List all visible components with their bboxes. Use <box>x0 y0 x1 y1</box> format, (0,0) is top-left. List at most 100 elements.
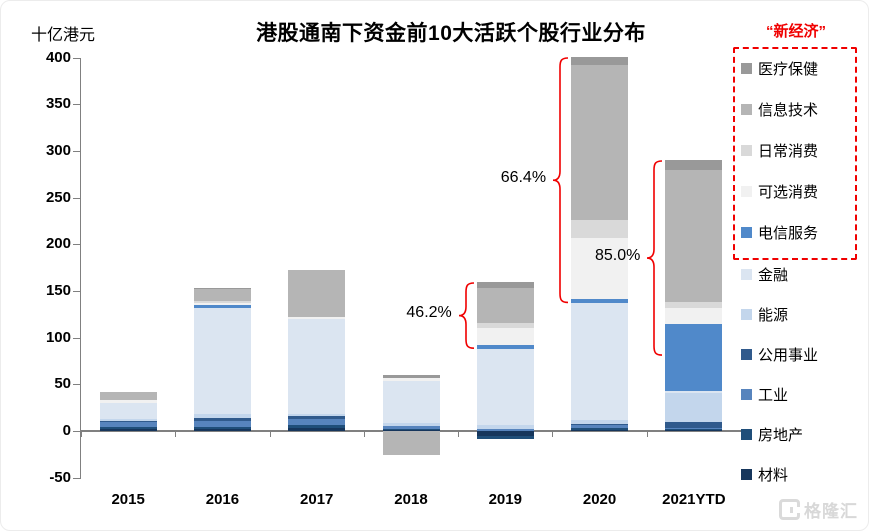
bar-segment-金融 <box>99 402 157 419</box>
bar-segment-材料 <box>476 431 534 436</box>
bar-segment-房地产 <box>476 435 534 440</box>
bar-segment-信息技术 <box>288 269 346 318</box>
x-tick-mark <box>175 432 177 437</box>
y-axis-line <box>80 57 81 478</box>
x-tick-label: 2017 <box>300 491 334 508</box>
y-tick-label: 350 <box>45 95 71 113</box>
legend-item-电信服务: 电信服务 <box>741 224 818 242</box>
bar-segment-材料 <box>382 430 440 431</box>
bar-segment-材料 <box>99 429 157 431</box>
bar-segment-能源 <box>288 414 346 417</box>
bar-segment-工业 <box>476 429 534 431</box>
legend-item-公用事业: 公用事业 <box>741 346 819 364</box>
x-tick-label: 2016 <box>205 491 240 508</box>
x-tick-label: 2018 <box>394 491 428 508</box>
y-tick-mark <box>73 290 81 292</box>
bar-segment-金融 <box>571 303 629 420</box>
bar-segment-工业 <box>288 418 346 426</box>
legend-swatch <box>741 428 752 440</box>
y-tick-mark <box>73 477 81 479</box>
bar-segment-可选消费 <box>571 237 629 300</box>
x-tick-mark <box>646 432 648 437</box>
x-tick-mark <box>81 432 82 437</box>
y-tick-mark <box>73 244 81 246</box>
x-tick-label: 2020 <box>582 491 617 508</box>
legend-item-label: 工业 <box>758 386 789 404</box>
bar-segment-工业 <box>99 421 157 428</box>
chart-title: 港股通南下资金前10大活跃个股行业分布 <box>256 22 646 45</box>
legend-item-label: 信息技术 <box>758 101 819 119</box>
bar-segment-信息技术 <box>571 65 629 221</box>
legend-swatch <box>741 144 752 156</box>
legend-swatch <box>741 103 752 115</box>
x-tick-mark <box>269 432 271 437</box>
bar-segment-房地产 <box>99 427 157 430</box>
bar-segment-能源 <box>99 418 157 421</box>
legend-swatch <box>741 348 752 360</box>
annotation-label: 46.2% <box>406 304 452 322</box>
bar-segment-工业 <box>193 420 251 428</box>
bar-segment-医疗保健 <box>193 288 251 290</box>
legend-swatch <box>741 308 752 320</box>
bar-segment-可选消费 <box>476 328 534 346</box>
legend-item-label: 房地产 <box>758 426 804 444</box>
y-tick-label: 400 <box>45 48 71 66</box>
bar-segment-公用事业 <box>99 420 157 422</box>
legend-item-label: 金融 <box>758 266 789 284</box>
legend-new-economy-box: 医疗保健 信息技术 日常消费 可选消费 电信服务 <box>733 47 857 260</box>
y-tick-label: 100 <box>45 328 71 346</box>
y-tick-label: 200 <box>45 235 71 253</box>
x-tick-mark <box>363 432 365 437</box>
legend-swatch <box>741 468 752 480</box>
bar-segment-材料 <box>288 428 346 431</box>
watermark-text: 格隆汇 <box>804 502 858 521</box>
y-tick-mark <box>73 150 81 152</box>
bar-segment-电信服务 <box>571 299 629 304</box>
x-tick-mark <box>458 432 460 437</box>
bar-segment-公用事业 <box>571 424 629 426</box>
y-tick-mark <box>73 57 81 59</box>
legend-item-label: 能源 <box>758 306 789 324</box>
bar-segment-金融 <box>665 390 723 393</box>
bar-segment-日常消费 <box>476 322 534 329</box>
bar-segment-日常消费 <box>571 220 629 238</box>
legend-item-日常消费: 日常消费 <box>741 142 819 160</box>
bar-segment-工业 <box>382 426 440 430</box>
bar-segment-日常消费 <box>665 302 723 308</box>
bar-segment-可选消费 <box>382 377 440 381</box>
bar-segment-能源 <box>476 425 534 430</box>
legend-new-economy-label: “新经济” <box>765 23 826 40</box>
bar-segment-材料 <box>665 430 723 431</box>
bar-segment-能源 <box>193 414 251 418</box>
y-tick-label: -50 <box>49 468 71 486</box>
legend-item-信息技术: 信息技术 <box>741 101 819 119</box>
legend-item-金融: 金融 <box>741 266 789 284</box>
annotation-label: 85.0% <box>594 247 641 265</box>
bar-segment-日常消费 <box>193 301 251 304</box>
legend-swatch <box>741 388 752 400</box>
bar-segment-金融 <box>476 348 534 426</box>
bar-segment-电信服务 <box>665 323 723 391</box>
legend-item-label: 医疗保健 <box>758 60 819 78</box>
legend-item-label: 公用事业 <box>758 346 819 364</box>
legend-item-能源: 能源 <box>741 306 789 324</box>
bar-segment-金融 <box>288 318 346 415</box>
bar-segment-信息技术 <box>99 391 157 401</box>
annotation-bracket <box>458 281 474 349</box>
legend-item-label: 日常消费 <box>758 142 819 160</box>
bar-segment-医疗保健 <box>382 374 440 378</box>
bar-segment-医疗保健 <box>476 281 534 289</box>
y-tick-mark <box>73 337 81 339</box>
bar-segment-信息技术 <box>193 289 251 302</box>
x-tick-label: 2019 <box>488 491 522 508</box>
bar-segment-可选消费 <box>193 303 251 305</box>
bar-segment-材料 <box>193 429 251 431</box>
bar-segment-信息技术 <box>665 169 723 303</box>
bar-segment-材料 <box>571 430 629 431</box>
bar-segment-电信服务 <box>476 345 534 349</box>
bar-segment-房地产 <box>288 425 346 429</box>
annotation-bracket <box>553 56 569 303</box>
annotation-label: 66.4% <box>500 168 547 186</box>
y-tick-mark <box>73 384 81 386</box>
y-tick-label: 50 <box>54 375 71 393</box>
